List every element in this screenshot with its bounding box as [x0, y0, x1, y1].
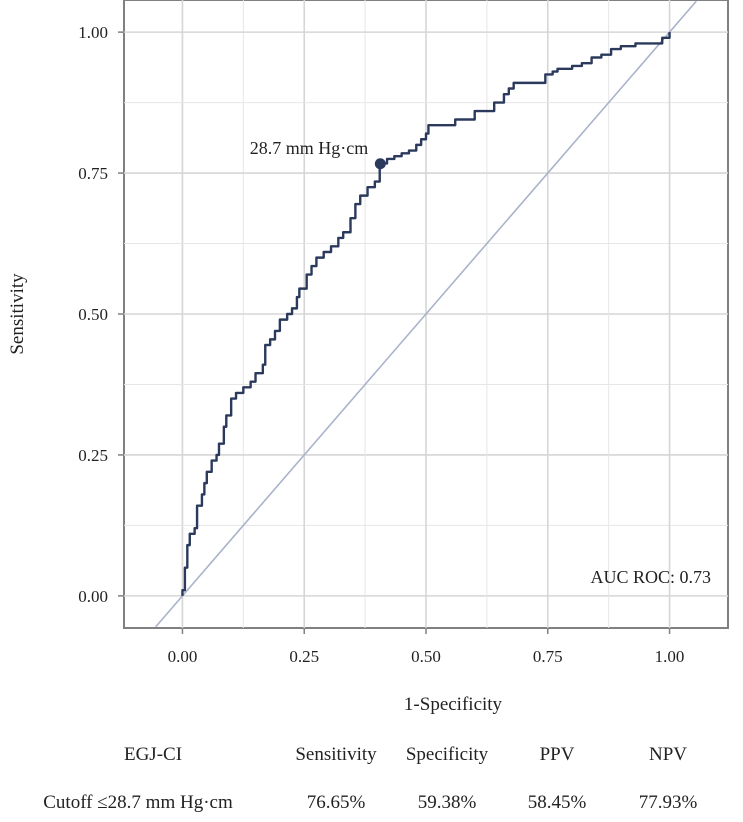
tick-labels: 0.00 0.25 0.50 0.75 1.00 0.00 0.25 0.50 0.75 1.00 — [78, 23, 684, 666]
reference-diagonal-line — [155, 0, 697, 628]
x-tick-label-2: 0.50 — [411, 647, 441, 666]
auc-annotation: AUC ROC: 0.73 — [590, 567, 711, 587]
cutoff-label: 28.7 mm Hg·cm — [250, 138, 369, 158]
header-egj-ci: EGJ-CI — [123, 744, 183, 765]
y-tick-label-4: 1.00 — [78, 23, 108, 42]
y-tick-label-0: 0.00 — [78, 587, 108, 606]
header-npv: NPV — [648, 744, 688, 765]
ppv-value: 58.45% — [527, 792, 587, 813]
header-sensitivity: Sensitivity — [295, 744, 377, 765]
header-ppv: PPV — [539, 744, 575, 765]
x-tick-label-4: 1.00 — [655, 647, 685, 666]
x-tick-label-0: 0.00 — [168, 647, 198, 666]
x-axis-title: 1-Specificity — [404, 694, 503, 715]
sensitivity-value: 76.65% — [306, 792, 366, 813]
x-tick-label-1: 0.25 — [289, 647, 319, 666]
series-lines — [155, 0, 697, 628]
roc-chart: 0.00 0.25 0.50 0.75 1.00 0.00 0.25 0.50 0.75 1.00… — [7, 0, 729, 715]
cutoff-label-cell: Cutoff ≤28.7 mm Hg·cm — [43, 792, 233, 813]
y-tick-label-3: 0.75 — [78, 164, 108, 183]
y-tick-label-1: 0.25 — [78, 446, 108, 465]
roc-curve-line — [181, 32, 671, 596]
header-specificity: Specificity — [405, 744, 489, 765]
cutoff-point-marker — [374, 158, 386, 170]
x-tick-label-3: 0.75 — [533, 647, 563, 666]
npv-value: 77.93% — [638, 792, 698, 813]
y-tick-label-2: 0.50 — [78, 305, 108, 324]
specificity-value: 59.38% — [417, 792, 477, 813]
y-axis-title: Sensitivity — [7, 273, 28, 355]
